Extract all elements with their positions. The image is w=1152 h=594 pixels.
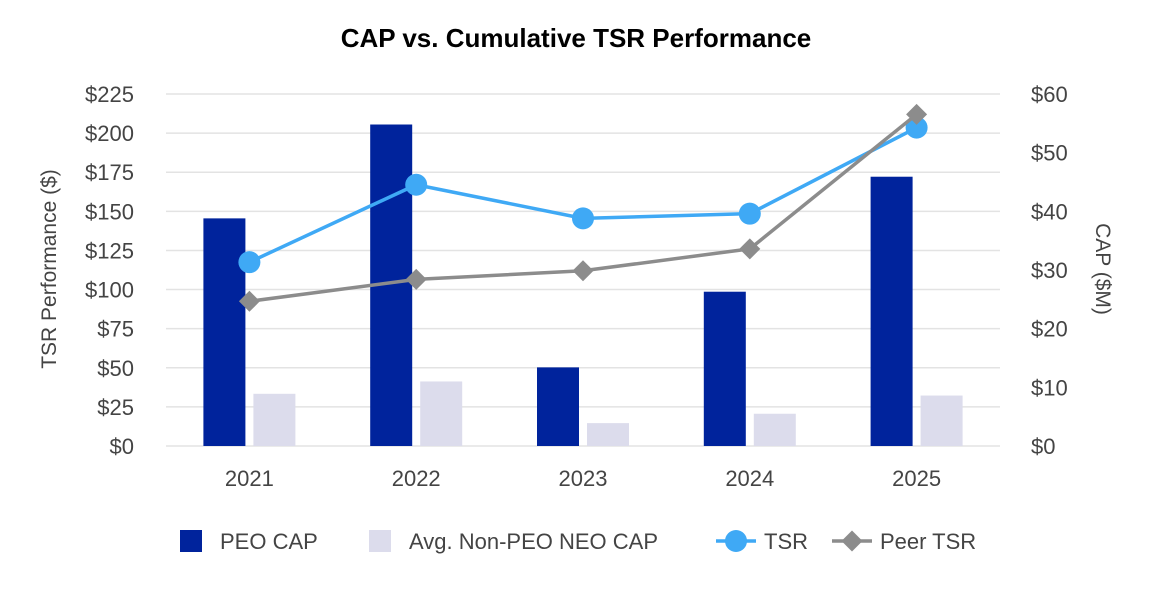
x-tick: 2021	[225, 466, 274, 491]
marker-tsr	[905, 116, 928, 139]
marker-peer-tsr	[238, 290, 260, 312]
bar-peo-cap	[703, 291, 746, 446]
y-tick-left: $225	[85, 82, 134, 107]
y-tick-right: $60	[1031, 82, 1068, 107]
x-tick: 2023	[559, 466, 608, 491]
legend-label: TSR	[764, 529, 808, 554]
y-tick-right: $20	[1031, 317, 1068, 342]
bar-neo-cap	[420, 381, 463, 446]
legend-marker	[725, 530, 747, 552]
bar-neo-cap	[753, 413, 796, 446]
legend-item: TSR	[716, 529, 808, 554]
y-axis-right-label: CAP ($M)	[1091, 223, 1114, 315]
bar-peo-cap	[203, 218, 246, 446]
y-tick-left: $150	[85, 199, 134, 224]
bar-neo-cap	[920, 395, 963, 446]
legend-swatch	[180, 530, 202, 552]
legend-label: PEO CAP	[220, 529, 318, 554]
y-tick-left: $200	[85, 121, 134, 146]
x-tick: 2024	[725, 466, 774, 491]
y-tick-right: $10	[1031, 375, 1068, 400]
y-tick-left: $25	[97, 395, 134, 420]
marker-peer-tsr	[906, 103, 928, 125]
legend-item: Peer TSR	[832, 529, 976, 554]
legend-item: Avg. Non-PEO NEO CAP	[369, 529, 658, 554]
y-tick-left: $50	[97, 356, 134, 381]
marker-peer-tsr	[405, 268, 427, 290]
legend-swatch	[369, 530, 391, 552]
legend-label: Peer TSR	[880, 529, 976, 554]
gridlines	[166, 93, 1000, 447]
x-tick: 2025	[892, 466, 941, 491]
marker-tsr	[572, 207, 594, 230]
y-tick-left: $125	[85, 238, 134, 263]
bar-neo-cap	[253, 393, 296, 446]
lines	[238, 103, 928, 312]
y-tick-left: $75	[97, 317, 134, 342]
axis-ticks: $0 $25 $50 $75 $100 $125 $150 $175 $200 $225 $0 $10…	[85, 82, 1068, 491]
bar-neo-cap	[587, 423, 629, 446]
marker-tsr	[738, 202, 761, 225]
legend-marker	[841, 530, 863, 552]
y-axis-left-label: TSR Performance ($)	[38, 169, 61, 369]
legend-label: Avg. Non-PEO NEO CAP	[409, 529, 658, 554]
y-tick-left: $100	[85, 278, 134, 303]
marker-tsr	[405, 173, 428, 196]
bar-peo-cap	[537, 367, 579, 446]
y-tick-right: $0	[1031, 434, 1055, 459]
y-tick-right: $50	[1031, 141, 1068, 166]
y-tick-left: $0	[110, 434, 134, 459]
marker-peer-tsr	[572, 260, 594, 282]
marker-tsr	[238, 251, 261, 274]
y-tick-left: $175	[85, 160, 134, 185]
y-tick-right: $40	[1031, 199, 1068, 224]
bar-peo-cap	[870, 176, 913, 446]
y-tick-right: $30	[1031, 258, 1068, 283]
x-tick: 2022	[392, 466, 441, 491]
chart-title: CAP vs. Cumulative TSR Performance	[341, 23, 812, 53]
marker-peer-tsr	[739, 238, 761, 260]
legend: PEO CAP Avg. Non-PEO NEO CAP TSR Peer TSR	[180, 529, 976, 554]
legend-item: PEO CAP	[180, 529, 318, 554]
